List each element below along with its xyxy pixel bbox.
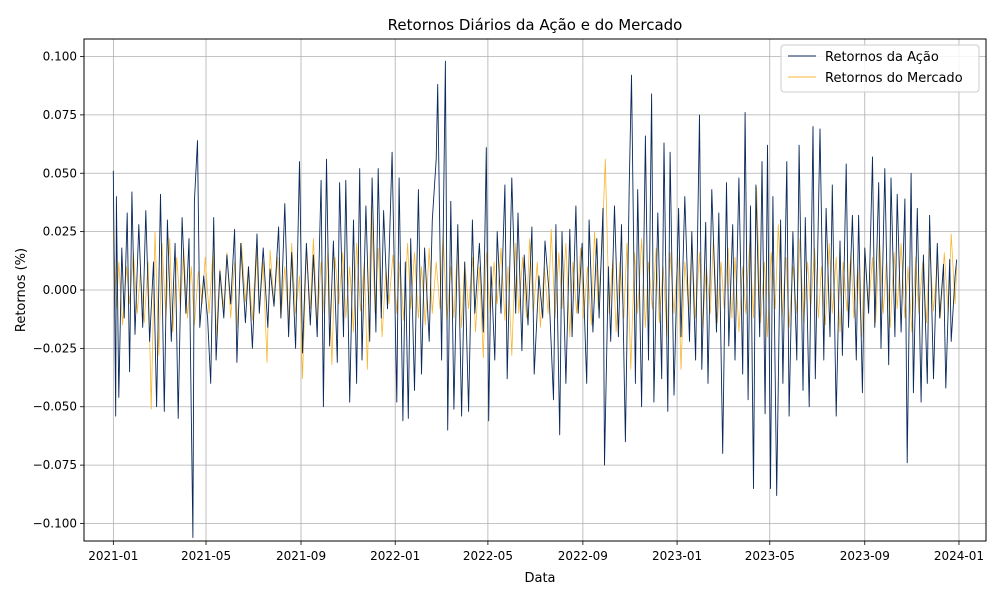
y-tick-label: −0.075 [33, 458, 77, 472]
y-tick-label: 0.025 [43, 225, 77, 239]
series-lines [112, 60, 958, 538]
x-tick-label: 2021-05 [181, 549, 231, 563]
y-tick-label: −0.025 [33, 341, 77, 355]
legend-label-stock: Retornos da Ação [825, 50, 939, 65]
x-tick-label: 2023-01 [652, 549, 702, 563]
x-axis-title: Data [524, 571, 555, 586]
y-tick-label: −0.050 [33, 400, 77, 414]
legend: Retornos da Ação Retornos do Mercado [780, 44, 980, 93]
x-tick-label: 2022-09 [558, 549, 608, 563]
y-tick-label: −0.100 [33, 516, 77, 530]
x-tick-label: 2023-05 [745, 549, 795, 563]
y-axis-title: Retornos (%) [14, 248, 29, 332]
x-tick-label: 2021-09 [276, 549, 326, 563]
x-tick-label: 2022-01 [370, 549, 420, 563]
y-tick-label: 0.050 [43, 166, 77, 180]
stock-returns-line [112, 60, 958, 538]
x-tick-label: 2023-09 [840, 549, 890, 563]
y-tick-label: 0.000 [43, 283, 77, 297]
legend-label-market: Retornos do Mercado [825, 71, 963, 86]
x-tick-label: 2021-01 [88, 549, 138, 563]
y-tick-label: 0.100 [43, 50, 77, 64]
axis-ticks: 2021-01 2021-05 2021-09 2022-01 2022-05 2022-… [33, 50, 984, 563]
legend-box [780, 44, 980, 93]
x-tick-label: 2022-05 [463, 549, 513, 563]
chart-title: Retornos Diários da Ação e do Mercado [388, 16, 683, 34]
market-returns-line [112, 158, 958, 410]
y-tick-label: 0.075 [43, 108, 77, 122]
x-tick-label: 2024-01 [934, 549, 984, 563]
